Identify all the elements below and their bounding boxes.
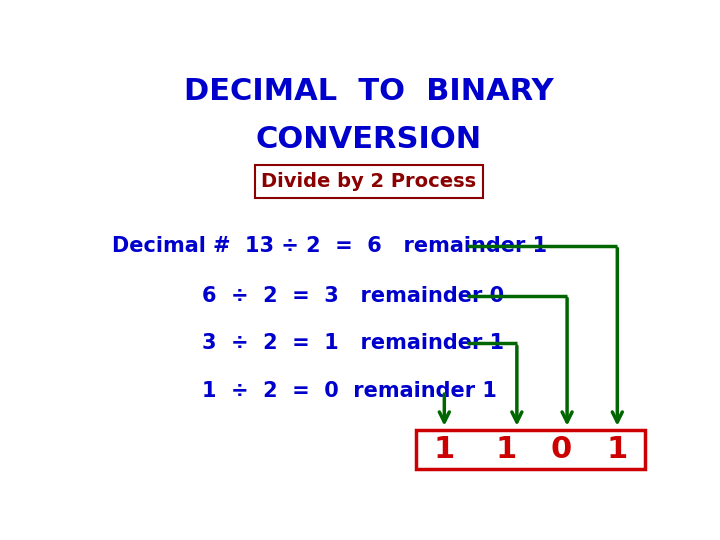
Text: Divide by 2 Process: Divide by 2 Process bbox=[261, 172, 477, 191]
Text: 0: 0 bbox=[551, 435, 572, 464]
Text: 3  ÷  2  =  1   remainder 1: 3 ÷ 2 = 1 remainder 1 bbox=[202, 333, 504, 353]
Text: 1  ÷  2  =  0  remainder 1: 1 ÷ 2 = 0 remainder 1 bbox=[202, 381, 497, 401]
Text: Decimal #  13 ÷ 2  =  6   remainder 1: Decimal # 13 ÷ 2 = 6 remainder 1 bbox=[112, 235, 547, 255]
Text: DECIMAL  TO  BINARY: DECIMAL TO BINARY bbox=[184, 77, 554, 106]
Text: 6  ÷  2  =  3   remainder 0: 6 ÷ 2 = 3 remainder 0 bbox=[202, 286, 504, 306]
Text: 1: 1 bbox=[607, 435, 628, 464]
Text: 1: 1 bbox=[495, 435, 516, 464]
FancyBboxPatch shape bbox=[416, 430, 645, 469]
Text: 1: 1 bbox=[433, 435, 455, 464]
Text: CONVERSION: CONVERSION bbox=[256, 125, 482, 154]
